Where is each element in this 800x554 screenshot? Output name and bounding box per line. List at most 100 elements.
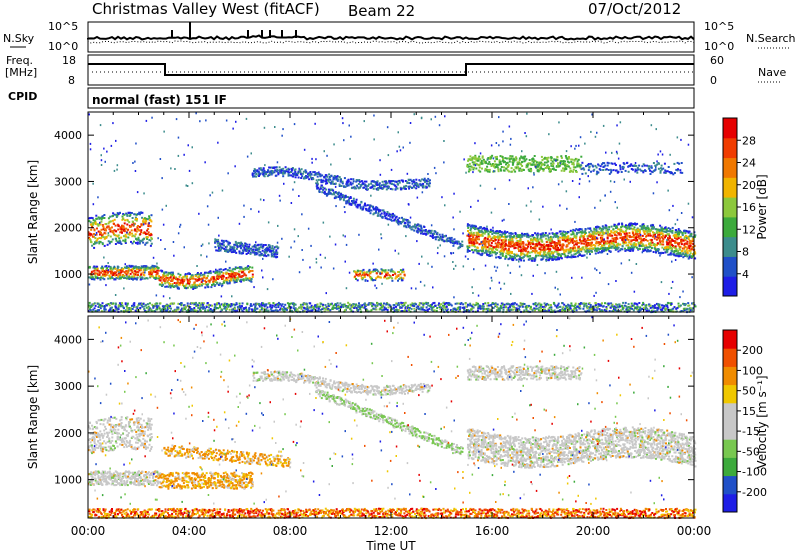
heatmap-cell <box>477 235 480 238</box>
heatmap-cell <box>567 250 570 253</box>
heatmap-cell <box>678 233 680 236</box>
heatmap-cell <box>491 247 494 250</box>
heatmap-cell <box>381 269 384 272</box>
heatmap-cell <box>150 237 153 240</box>
heatmap-cell <box>367 209 370 212</box>
heatmap-cell <box>211 284 213 286</box>
heatmap-cell <box>575 171 578 173</box>
heatmap-cell <box>246 266 249 269</box>
heatmap-cell <box>180 309 183 312</box>
heatmap-cell <box>154 277 157 280</box>
heatmap-cell <box>144 267 146 270</box>
heatmap-cell <box>394 184 397 187</box>
heatmap-cell <box>384 184 387 186</box>
heatmap-cell <box>680 243 683 246</box>
heatmap-cell <box>145 277 148 280</box>
heatmap-cell <box>144 243 147 246</box>
heatmap-cell <box>574 255 577 258</box>
heatmap-cell <box>234 250 237 253</box>
heatmap-cell <box>276 255 279 258</box>
heatmap-cell <box>471 166 474 169</box>
heatmap-cell <box>90 305 93 308</box>
heatmap-cell <box>214 240 217 243</box>
heatmap-cell <box>502 158 504 161</box>
heatmap-cell <box>617 232 620 235</box>
heatmap-cell <box>495 164 498 167</box>
heatmap-cell <box>114 237 117 240</box>
heatmap-cell <box>427 177 430 180</box>
heatmap-cell <box>127 268 130 271</box>
heatmap-cell <box>542 257 545 260</box>
heatmap-cell <box>457 240 460 243</box>
heatmap-cell <box>511 163 514 166</box>
heatmap-cell <box>589 162 592 165</box>
heatmap-cell <box>173 309 176 312</box>
heatmap-cell <box>248 266 251 269</box>
cpid-label: CPID <box>8 90 37 103</box>
heatmap-cell <box>630 239 633 242</box>
heatmap-cell <box>511 170 514 173</box>
heatmap-cell <box>248 250 251 253</box>
heatmap-cell <box>273 255 275 258</box>
heatmap-cell <box>595 242 598 245</box>
heatmap-cell <box>109 275 112 278</box>
heatmap-cell <box>492 240 495 242</box>
heatmap-cell <box>133 266 136 268</box>
heatmap-cell <box>157 305 160 308</box>
heatmap-cell <box>654 243 657 246</box>
heatmap-cell <box>413 186 416 189</box>
heatmap-cell <box>497 232 500 235</box>
heatmap-cell <box>137 225 139 227</box>
heatmap-cell <box>133 235 136 238</box>
heatmap-cell <box>545 241 548 244</box>
heatmap-cell <box>521 232 523 235</box>
heatmap-cell <box>557 235 560 238</box>
heatmap-cell <box>553 244 556 247</box>
heatmap-cell <box>235 280 238 283</box>
heatmap-cell <box>305 175 307 177</box>
heatmap-cell <box>508 242 510 245</box>
heatmap-cell <box>200 284 203 287</box>
heatmap-cell <box>146 229 149 232</box>
heatmap-cell <box>245 279 248 281</box>
heatmap-cell <box>317 173 320 176</box>
heatmap-cell <box>391 279 394 282</box>
heatmap-cell <box>344 194 347 197</box>
heatmap-cell <box>624 240 627 243</box>
heatmap-cell <box>114 278 117 281</box>
heatmap-cell <box>93 265 96 268</box>
heatmap-cell <box>269 170 272 173</box>
heatmap-cell <box>415 181 418 184</box>
heatmap-cell <box>90 233 93 236</box>
heatmap-cell <box>489 252 492 255</box>
heatmap-cell <box>494 242 497 245</box>
heatmap-cell <box>541 234 544 237</box>
heatmap-cell <box>161 281 163 284</box>
heatmap-cell <box>384 269 387 272</box>
heatmap-cell <box>541 255 544 258</box>
heatmap-cell <box>260 243 263 246</box>
heatmap-cell <box>257 173 260 176</box>
heatmap-cell <box>594 238 597 241</box>
heatmap-cell <box>551 256 554 259</box>
heatmap-cell <box>381 187 384 190</box>
heatmap-cell <box>108 227 111 230</box>
heatmap-cell <box>541 163 543 166</box>
heatmap-cell <box>282 175 285 178</box>
heatmap-cell <box>364 202 366 205</box>
heatmap-cell <box>549 249 551 252</box>
heatmap-cell <box>484 236 487 239</box>
heatmap-cell <box>615 234 618 237</box>
heatmap-cell <box>246 268 249 271</box>
heatmap-cell <box>123 275 126 278</box>
heatmap-cell <box>498 163 500 166</box>
heatmap-cell <box>485 169 488 172</box>
heatmap-cell <box>574 243 577 246</box>
heatmap-cell <box>658 231 661 234</box>
heatmap-cell <box>122 213 125 215</box>
heatmap-cell <box>476 246 479 249</box>
heatmap-cell <box>233 281 236 284</box>
heatmap-cell <box>228 242 231 245</box>
heatmap-cell <box>505 163 507 166</box>
heatmap-cell <box>109 228 112 231</box>
